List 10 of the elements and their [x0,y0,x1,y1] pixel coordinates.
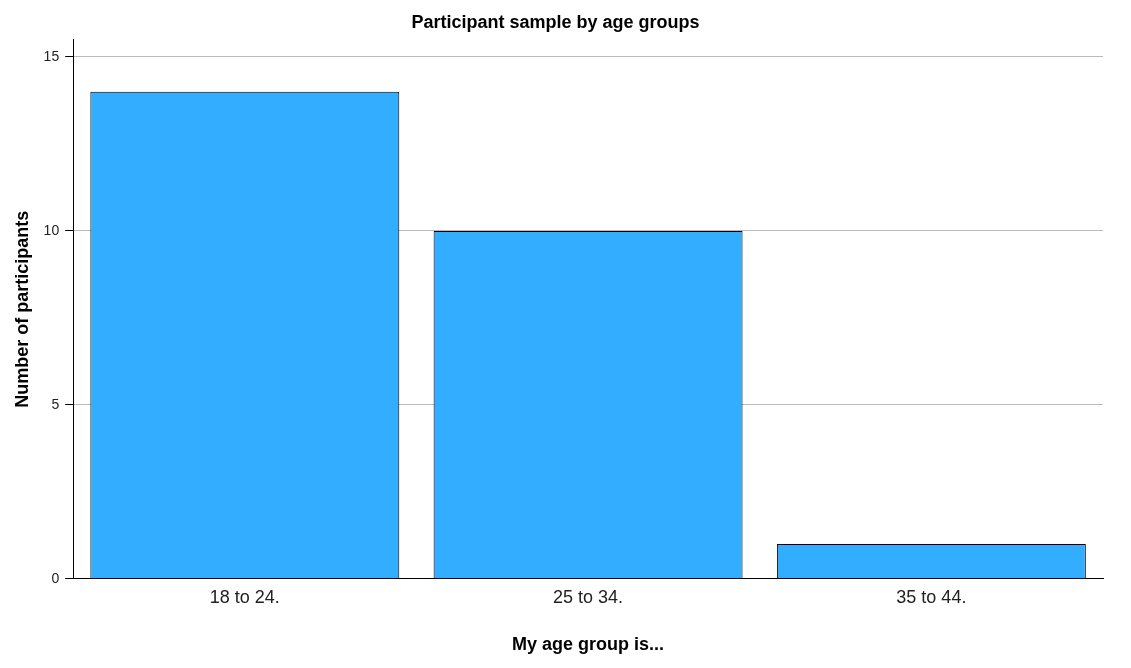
x-axis-title: My age group is... [512,634,665,655]
y-tick-label: 15 [43,47,60,64]
chart-title: Participant sample by age groups [411,11,700,32]
x-tick-label: 18 to 24. [209,586,280,607]
y-tick-label: 10 [43,221,60,238]
y-axis-title: Number of participants [11,210,32,408]
x-tick-label: 25 to 34. [553,586,624,607]
x-tick-label: 35 to 44. [896,586,967,607]
y-tick-label: 5 [51,395,60,412]
y-tick-label: 0 [51,569,60,586]
